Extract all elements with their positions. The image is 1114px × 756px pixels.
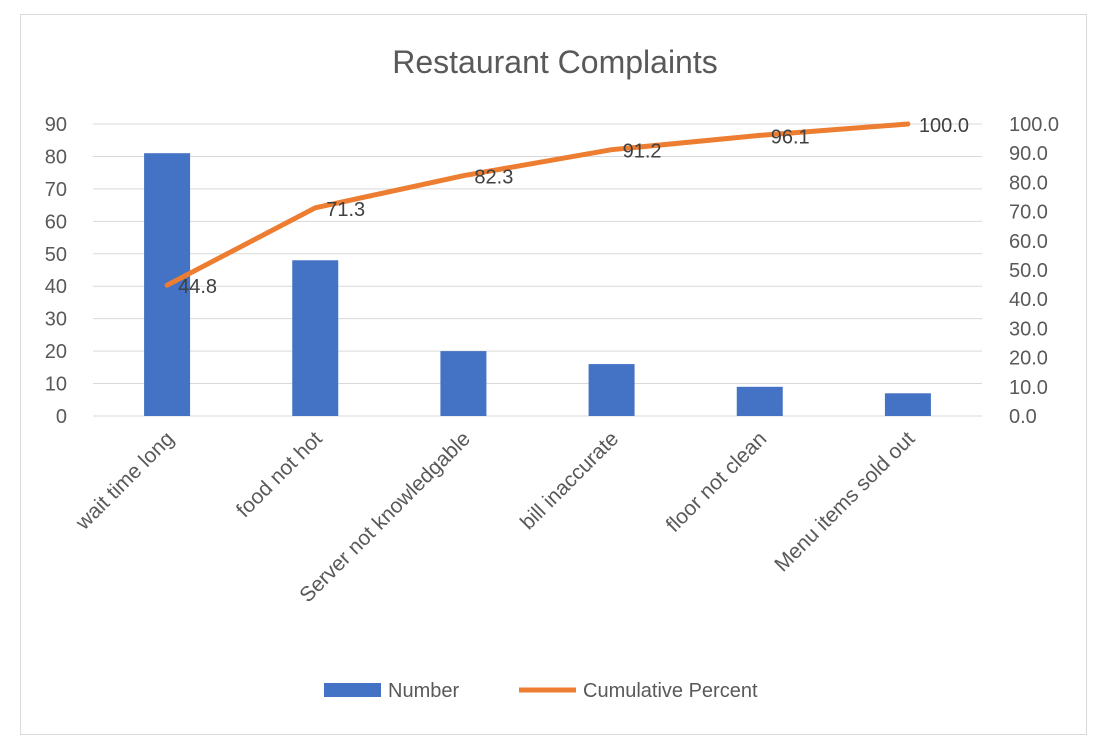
chart-title: Restaurant Complaints — [392, 44, 717, 80]
line-data-label: 44.8 — [178, 276, 217, 298]
chart-frame — [20, 14, 1087, 735]
right-tick-label: 80.0 — [1009, 172, 1048, 194]
legend-label-number: Number — [388, 680, 459, 702]
legend-swatch-number — [324, 683, 381, 697]
left-tick-label: 10 — [45, 374, 67, 396]
left-tick-label: 40 — [45, 276, 67, 298]
line-point — [758, 133, 762, 137]
bar-series — [144, 153, 931, 416]
left-tick-label: 20 — [45, 341, 67, 363]
bar — [736, 386, 783, 416]
line-data-label: 71.3 — [326, 199, 365, 221]
left-tick-label: 70 — [45, 179, 67, 201]
legend: Number Cumulative Percent — [324, 680, 758, 702]
right-tick-label: 0.0 — [1009, 406, 1037, 428]
category-label: Menu items sold out — [770, 427, 919, 576]
gridlines — [93, 123, 982, 417]
left-tick-label: 60 — [45, 211, 67, 233]
category-label: bill inaccurate — [516, 427, 623, 534]
left-tick-label: 30 — [45, 309, 67, 331]
bar — [588, 364, 635, 416]
right-tick-label: 70.0 — [1009, 202, 1048, 224]
data-labels: 44.8 71.3 82.3 91.2 96.1 100.0 — [178, 115, 969, 298]
left-tick-label: 90 — [45, 114, 67, 136]
line-point — [313, 206, 317, 210]
line-data-label: 82.3 — [474, 167, 513, 189]
line-point — [461, 174, 465, 178]
left-tick-label: 50 — [45, 244, 67, 266]
legend-label-cumulative: Cumulative Percent — [583, 680, 758, 702]
line-point — [906, 122, 910, 126]
right-tick-label: 90.0 — [1009, 143, 1048, 165]
bar — [292, 260, 339, 416]
line-point — [165, 283, 169, 287]
left-axis: 0 10 20 30 40 50 60 70 80 90 — [45, 114, 67, 428]
line-data-label: 100.0 — [919, 115, 969, 137]
category-label: food not hot — [232, 427, 327, 522]
left-tick-label: 0 — [56, 406, 67, 428]
line-series — [164, 121, 911, 288]
category-label: wait time long — [71, 427, 179, 535]
line-data-label: 96.1 — [771, 126, 810, 148]
right-tick-label: 60.0 — [1009, 231, 1048, 253]
right-tick-label: 20.0 — [1009, 348, 1048, 370]
category-label: Server not knowledgable — [295, 427, 475, 607]
right-tick-label: 100.0 — [1009, 114, 1059, 136]
right-tick-label: 40.0 — [1009, 289, 1048, 311]
cumulative-line — [164, 121, 911, 288]
bar — [884, 393, 931, 416]
category-label: floor not clean — [662, 427, 772, 537]
line-data-label: 91.2 — [623, 141, 662, 163]
left-tick-label: 80 — [45, 146, 67, 168]
right-axis: 0.0 10.0 20.0 30.0 40.0 50.0 60.0 70.0 80.0 90.0 1… — [1009, 114, 1059, 428]
right-tick-label: 10.0 — [1009, 377, 1048, 399]
right-tick-label: 50.0 — [1009, 260, 1048, 282]
bar — [440, 351, 487, 416]
right-tick-label: 30.0 — [1009, 318, 1048, 340]
line-point — [610, 148, 614, 152]
